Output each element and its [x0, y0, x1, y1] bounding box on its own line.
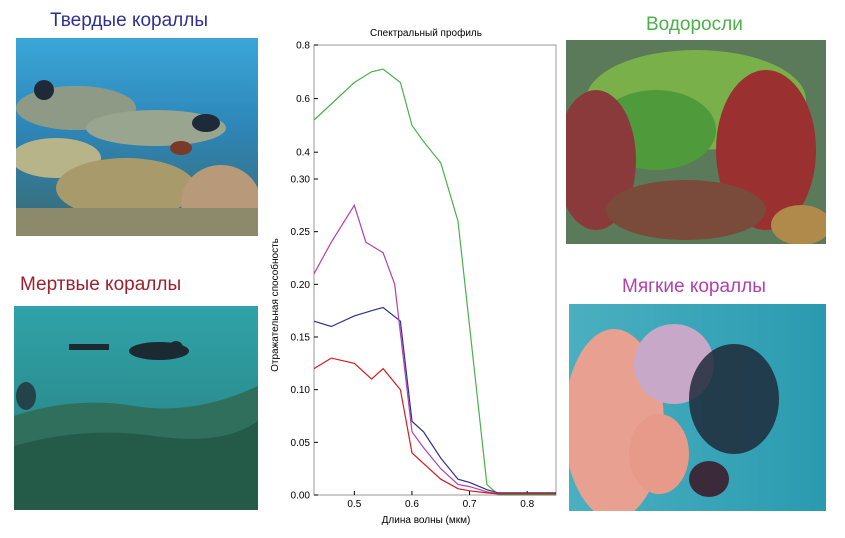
x-tick-label: 0.5 [347, 499, 361, 510]
hard-corals-photo [16, 38, 258, 236]
x-tick-label: 0.6 [405, 499, 419, 510]
y-tick-label: 0.15 [291, 333, 311, 344]
x-axis-label: Длина волны (мкм) [382, 515, 471, 526]
series-line-4 [313, 357, 556, 495]
y-tick-label: 0.30 [291, 175, 311, 186]
series-lines [313, 68, 556, 496]
y-axis-label: Отражательная способность [269, 238, 281, 372]
plot-area [313, 44, 557, 496]
y-tick-label: 0.25 [291, 227, 311, 238]
y-tick-label: 0.00 [291, 491, 311, 502]
y-tick-label: 0.05 [291, 438, 311, 449]
x-tick-label: 0.8 [520, 499, 534, 510]
y-tick-label: 0.4 [296, 148, 310, 159]
y-axis-ticks: 0.00 0.05 0.10 0.15 0.20 0.25 0.30 0.4 0.6 0.8 [291, 41, 318, 502]
soft-corals-label: Мягкие кораллы [622, 276, 766, 297]
y-tick-label: 0.6 [296, 94, 310, 105]
hard-corals-label: Твердые кораллы [50, 10, 208, 31]
soft-corals-photo [569, 304, 826, 511]
y-tick-label: 0.10 [291, 385, 311, 396]
algae-photo [566, 40, 826, 244]
series-line-2 [313, 306, 556, 494]
x-tick-label: 0.7 [463, 499, 477, 510]
y-tick-label: 0.8 [296, 41, 310, 52]
y-tick-label: 0.20 [291, 280, 311, 291]
chart-title: Спектральный профиль [370, 27, 482, 39]
dead-corals-label: Мертвые кораллы [20, 274, 182, 295]
x-axis-ticks: 0.5 0.6 0.7 0.8 [347, 491, 535, 510]
algae-label: Водоросли [646, 14, 743, 35]
series-line-3 [313, 203, 556, 495]
dead-corals-photo [14, 306, 258, 510]
spectral-profile-chart: Спектральный профиль 0.00 0.05 0.10 0.15 0.2… [269, 27, 557, 526]
series-line-1 [313, 68, 556, 496]
